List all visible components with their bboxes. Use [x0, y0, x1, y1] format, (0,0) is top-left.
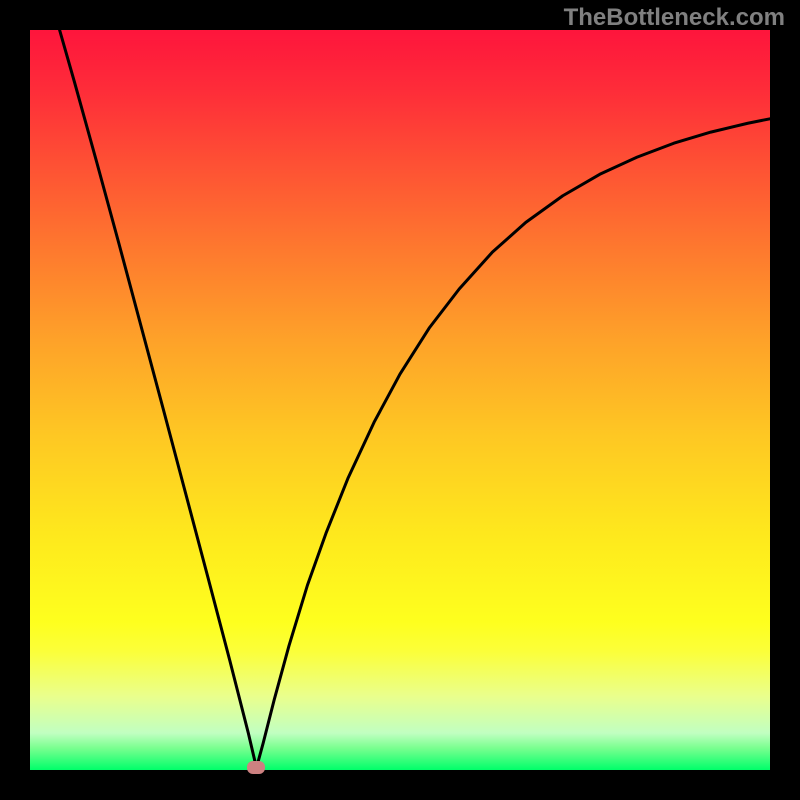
curve-path: [60, 30, 770, 768]
minimum-marker: [247, 761, 265, 774]
minimum-marker-shape: [247, 761, 265, 774]
chart-container: TheBottleneck.com: [0, 0, 800, 800]
watermark-text: TheBottleneck.com: [564, 4, 785, 32]
curve-svg: [30, 30, 770, 770]
